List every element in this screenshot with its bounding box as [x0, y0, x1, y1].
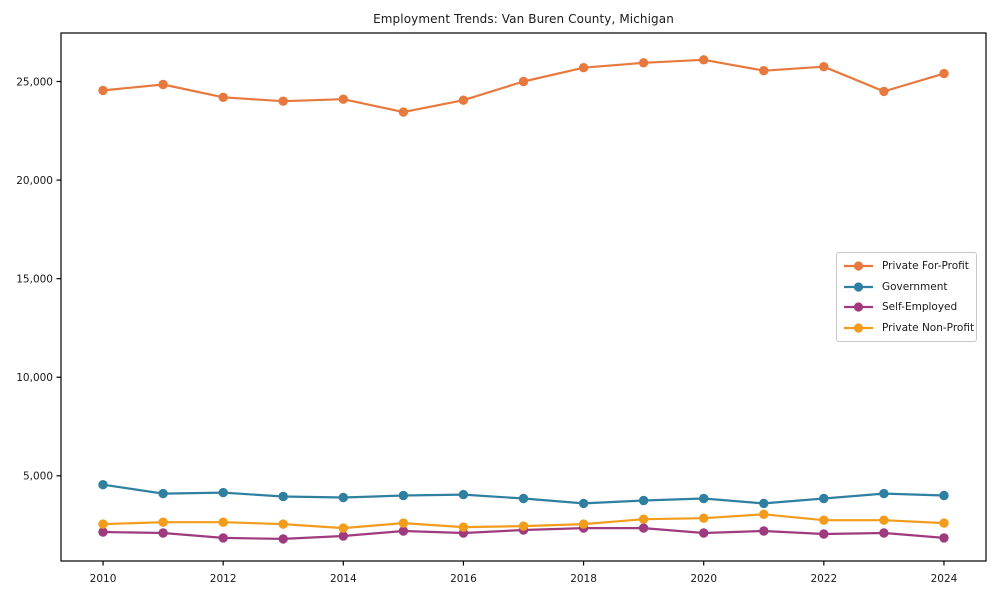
legend-item-government: Government	[843, 279, 976, 294]
data-point-private-non-profit	[939, 518, 949, 528]
data-point-self-employed	[398, 526, 409, 536]
data-point-private-non-profit	[218, 517, 228, 527]
data-point-private-for-profit	[338, 94, 348, 104]
x-tick-label: 2014	[330, 573, 357, 585]
x-tick-label: 2010	[90, 573, 117, 585]
data-point-self-employed	[338, 531, 348, 541]
legend-label: Government	[882, 280, 948, 293]
data-point-government	[98, 480, 108, 490]
data-point-self-employed	[699, 528, 709, 538]
data-point-private-non-profit	[819, 515, 829, 525]
legend-item-private-for-profit: Private For-Profit	[843, 259, 976, 274]
data-point-private-non-profit	[398, 518, 409, 528]
data-point-government	[939, 490, 949, 501]
data-point-private-for-profit	[518, 76, 529, 87]
data-point-government	[759, 498, 769, 509]
data-point-private-non-profit	[278, 519, 288, 529]
legend-item-self-employed: Self-Employed	[843, 300, 976, 315]
data-point-self-employed	[638, 523, 649, 533]
data-point-self-employed	[278, 534, 288, 544]
data-point-private-non-profit	[699, 513, 709, 523]
legend-line-marker-icon	[844, 302, 873, 312]
data-point-government	[699, 493, 709, 504]
y-tick-label: 25,000	[16, 76, 53, 88]
data-point-self-employed	[218, 533, 228, 543]
data-point-private-for-profit	[98, 85, 108, 96]
y-tick-label: 5,000	[23, 471, 53, 483]
y-tick-label: 10,000	[16, 372, 53, 384]
data-point-private-non-profit	[518, 521, 529, 531]
data-point-private-for-profit	[158, 79, 168, 90]
data-point-private-for-profit	[759, 66, 769, 76]
legend: Private For-Profit Government Self-Emplo…	[836, 252, 977, 342]
data-point-government	[278, 491, 288, 502]
data-point-private-non-profit	[338, 523, 348, 533]
data-point-private-non-profit	[98, 519, 108, 529]
data-point-government	[518, 493, 529, 504]
y-tick-label: 15,000	[16, 273, 53, 285]
x-tick-label: 2016	[450, 573, 477, 585]
data-point-private-non-profit	[158, 517, 168, 527]
data-point-private-for-profit	[939, 68, 949, 79]
legend-label: Self-Employed	[882, 301, 958, 314]
legend-line-marker-icon	[844, 261, 873, 271]
data-point-government	[638, 495, 649, 506]
legend-label: Private Non-Profit	[882, 321, 975, 334]
plot-border	[60, 32, 987, 562]
data-point-private-for-profit	[879, 86, 889, 97]
x-tick-label: 2020	[690, 573, 717, 585]
data-point-government	[158, 488, 168, 499]
data-point-private-for-profit	[578, 62, 589, 73]
y-tick-label: 20,000	[16, 175, 53, 187]
chart-title: Employment Trends: Van Buren County, Mic…	[373, 12, 674, 26]
data-point-private-non-profit	[759, 509, 769, 519]
data-point-private-for-profit	[278, 96, 288, 106]
data-point-private-for-profit	[699, 55, 709, 65]
data-point-self-employed	[759, 526, 769, 536]
data-point-self-employed	[879, 528, 889, 538]
data-point-government	[398, 490, 409, 501]
data-point-self-employed	[819, 529, 829, 539]
data-point-private-for-profit	[218, 92, 228, 103]
data-point-self-employed	[939, 533, 949, 543]
legend-line-marker-icon	[844, 323, 873, 333]
data-point-private-for-profit	[819, 61, 829, 72]
data-point-government	[218, 487, 228, 498]
data-point-government	[458, 489, 469, 500]
data-point-self-employed	[158, 528, 168, 538]
data-point-private-non-profit	[638, 514, 649, 524]
data-point-government	[819, 493, 829, 504]
data-point-private-for-profit	[458, 95, 469, 105]
data-point-private-for-profit	[638, 58, 649, 68]
data-point-private-non-profit	[879, 515, 889, 525]
x-tick-label: 2012	[210, 573, 237, 585]
data-point-private-for-profit	[398, 107, 409, 117]
x-tick-label: 2024	[931, 573, 958, 585]
x-tick-label: 2018	[570, 573, 597, 585]
legend-item-private-non-profit: Private Non-Profit	[843, 320, 976, 335]
data-point-private-non-profit	[578, 519, 589, 529]
data-point-government	[879, 488, 889, 499]
legend-line-marker-icon	[844, 282, 873, 292]
legend-label: Private For-Profit	[882, 260, 969, 273]
x-tick-label: 2022	[810, 573, 837, 585]
data-point-private-non-profit	[458, 522, 469, 532]
data-point-self-employed	[98, 527, 108, 537]
data-point-government	[338, 492, 348, 503]
data-point-government	[578, 498, 589, 509]
